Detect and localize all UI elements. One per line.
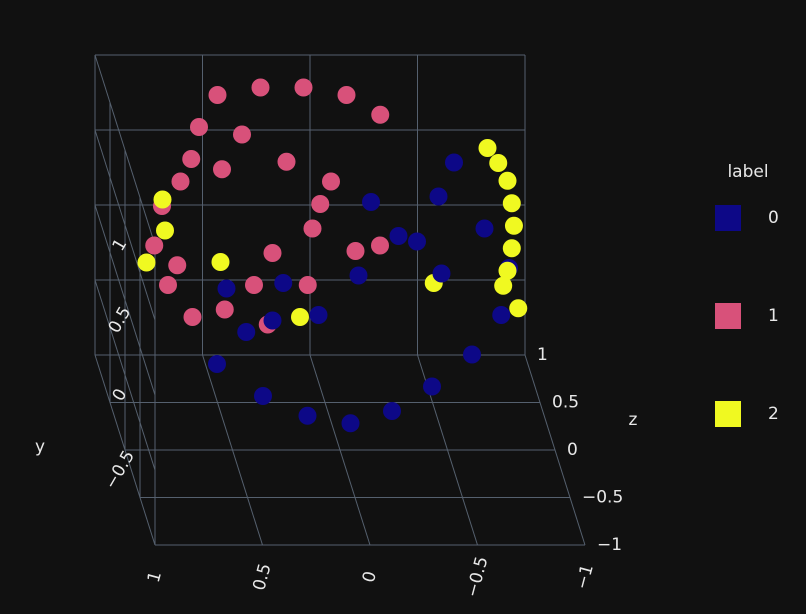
data-point	[371, 236, 389, 255]
data-point	[509, 299, 528, 318]
data-point	[159, 276, 177, 294]
data-point	[251, 78, 270, 97]
data-point	[208, 355, 226, 373]
y-axis-title: y	[35, 437, 45, 457]
data-point	[463, 345, 481, 364]
data-point	[237, 323, 256, 341]
data-point	[208, 86, 227, 104]
data-point	[277, 152, 296, 171]
data-point	[478, 139, 497, 157]
data-point	[429, 187, 448, 206]
data-point	[303, 219, 322, 238]
data-point	[298, 276, 317, 294]
data-point	[489, 154, 508, 172]
data-point	[504, 216, 523, 235]
data-point	[245, 276, 263, 294]
data-point	[215, 300, 234, 319]
data-point	[171, 172, 190, 191]
legend-swatch	[715, 303, 741, 329]
x-tick-label: 1	[144, 569, 166, 585]
data-point	[432, 264, 451, 283]
data-point	[213, 160, 231, 179]
data-point	[298, 406, 317, 425]
data-point	[371, 105, 390, 124]
data-point	[156, 221, 174, 240]
data-point	[349, 266, 368, 285]
data-point	[322, 172, 340, 191]
data-point	[341, 414, 360, 433]
data-point	[211, 253, 230, 271]
z-tick-label: −0.5	[582, 488, 623, 508]
data-point	[502, 194, 521, 213]
z-tick-label: 1	[537, 345, 548, 365]
data-point	[383, 402, 401, 420]
data-point	[498, 171, 517, 190]
z-tick-label: 0	[567, 440, 578, 460]
data-point	[494, 276, 513, 295]
data-point	[145, 236, 164, 255]
z-tick-label: 0.5	[552, 393, 579, 413]
data-point	[274, 274, 293, 292]
data-point	[475, 219, 494, 238]
data-point	[362, 193, 380, 211]
legend-label: 2	[768, 404, 779, 424]
z-tick-label: −1	[597, 535, 622, 555]
data-point	[153, 190, 172, 209]
data-point	[254, 387, 272, 405]
data-point	[263, 244, 282, 262]
x-tick-label: 0	[359, 569, 381, 585]
data-point	[190, 118, 208, 136]
data-point	[311, 195, 330, 213]
data-point	[346, 242, 365, 260]
data-point	[309, 306, 328, 324]
data-point	[168, 256, 187, 275]
legend-title: label	[727, 162, 768, 182]
data-point	[233, 125, 251, 144]
data-point	[263, 311, 282, 330]
z-axis-title: z	[629, 410, 638, 430]
legend-label: 1	[768, 306, 779, 326]
data-point	[502, 239, 521, 258]
data-point	[445, 153, 463, 172]
data-point	[423, 377, 441, 396]
data-point	[183, 308, 202, 326]
legend-swatch	[715, 401, 741, 427]
data-point	[492, 306, 511, 324]
data-point	[291, 308, 309, 326]
data-point	[217, 279, 236, 298]
legend-label: 0	[768, 208, 779, 228]
data-point	[337, 86, 356, 104]
data-point	[498, 261, 517, 280]
data-point	[389, 227, 408, 245]
data-point	[408, 232, 426, 251]
data-point	[137, 253, 156, 272]
data-point	[182, 150, 201, 168]
legend-swatch	[715, 205, 741, 231]
data-point	[294, 78, 313, 97]
